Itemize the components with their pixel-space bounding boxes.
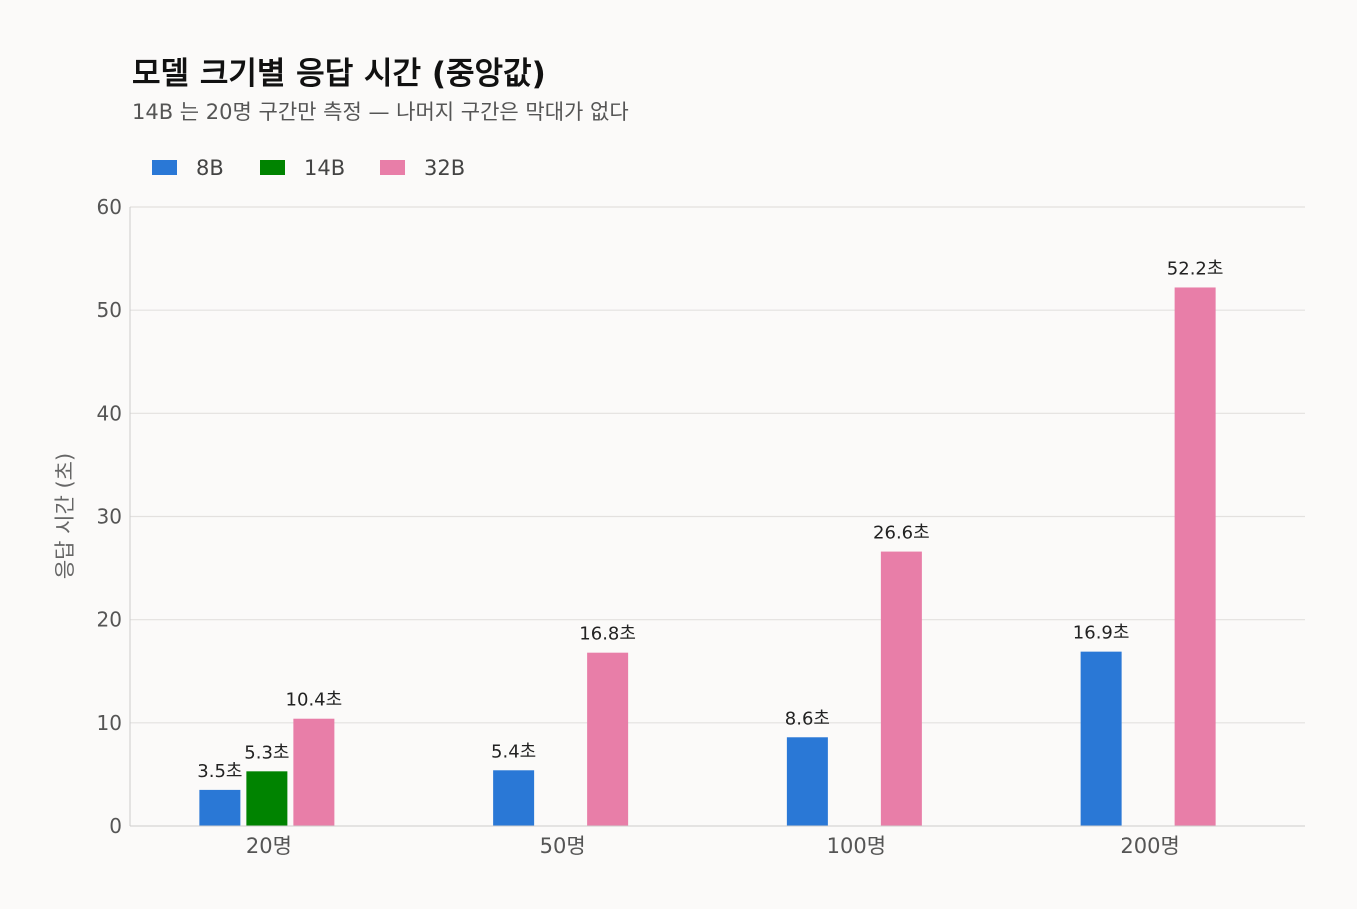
bar-labels: 3.5초5.3초 10.4초 5.4초 16.8초 8.6초 26.6초 16.9초 52.2… xyxy=(197,258,1223,781)
bar-value-label: 26.6초 xyxy=(873,523,930,544)
bar-8B-20명 xyxy=(199,789,241,826)
legend-label-32B: 32B xyxy=(424,156,465,180)
y-tick-label: 50 xyxy=(97,298,122,322)
bar-32B-50명 xyxy=(587,652,629,826)
bar-14B-20명 xyxy=(246,771,288,826)
x-tick-label: 20명 xyxy=(246,834,292,858)
x-axis-ticks: 20명 50명 100명 200명 xyxy=(246,834,1180,858)
gridlines xyxy=(130,206,1305,724)
bar-value-label: 3.5초 xyxy=(197,761,242,782)
bar-value-label: 52.2초 xyxy=(1167,258,1224,279)
legend-swatch-8B xyxy=(152,160,177,175)
legend-label-14B: 14B xyxy=(304,156,345,180)
y-tick-label: 30 xyxy=(97,505,122,529)
y-tick-label: 60 xyxy=(97,195,122,219)
x-tick-label: 200명 xyxy=(1120,834,1179,858)
y-tick-label: 10 xyxy=(97,711,122,735)
legend: 8B 14B 32B xyxy=(152,156,465,180)
bar-8B-200명 xyxy=(1080,651,1122,826)
bar-value-label: 8.6초 xyxy=(785,708,830,729)
legend-label-8B: 8B xyxy=(196,156,224,180)
chart-subtitle: 14B 는 20명 구간만 측정 — 나머지 구간은 막대가 없다 xyxy=(132,100,629,124)
chart-title: 모델 크기별 응답 시간 (중앙값) xyxy=(132,56,546,92)
bar-value-label: 5.3초 xyxy=(244,742,289,763)
bar-8B-50명 xyxy=(493,770,535,826)
bar-8B-100명 xyxy=(786,737,828,826)
y-tick-label: 20 xyxy=(97,608,122,632)
bar-value-label: 16.8초 xyxy=(579,624,636,645)
bars xyxy=(199,287,1216,827)
legend-swatch-32B xyxy=(380,160,405,175)
x-tick-label: 50명 xyxy=(540,834,586,858)
bar-value-label: 5.4초 xyxy=(491,741,536,762)
y-tick-label: 0 xyxy=(109,814,122,838)
bar-value-label: 16.9초 xyxy=(1073,623,1130,644)
x-tick-label: 100명 xyxy=(827,834,886,858)
y-axis-ticks: 0 10 20 30 40 50 60 xyxy=(97,195,122,838)
y-axis-title: 응답 시간 (초) xyxy=(53,453,77,579)
bar-32B-20명 xyxy=(293,718,335,826)
bar-32B-100명 xyxy=(880,551,922,826)
y-tick-label: 40 xyxy=(97,401,122,425)
legend-swatch-14B xyxy=(260,160,285,175)
bar-32B-200명 xyxy=(1174,287,1216,827)
bar-value-label: 10.4초 xyxy=(286,690,343,711)
